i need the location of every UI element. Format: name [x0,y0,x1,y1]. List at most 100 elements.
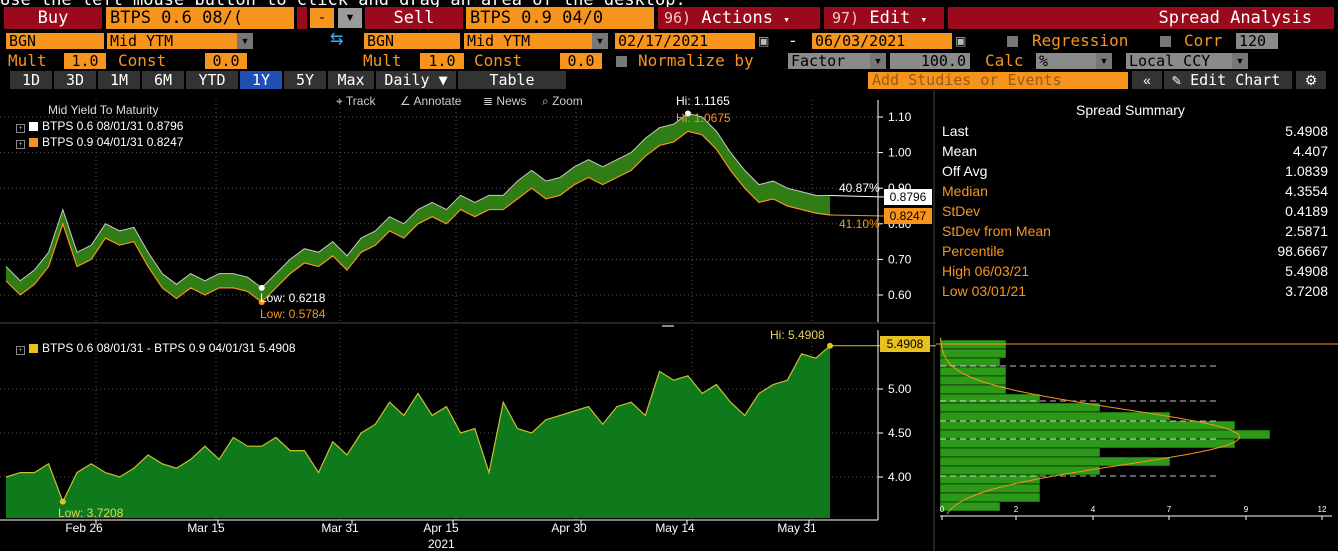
annotate-tool[interactable]: ∠ Annotate [400,94,461,108]
mult2-input[interactable]: 1.0 [420,53,464,69]
mult-input[interactable]: 1.0 [64,53,106,69]
news-tool[interactable]: ≣ News [483,94,526,108]
x-tick-label: Apr 30 [551,521,587,535]
mult-label: Mult [8,51,47,70]
annotate-label: Annotate [413,94,462,108]
summary-value: 2.5871 [1285,223,1328,239]
minus-button[interactable]: - [310,8,334,28]
expand-icon[interactable]: + [16,140,25,149]
expand-icon[interactable]: + [16,346,25,355]
low-orange-label: Low: 0.5784 [260,307,326,321]
chevron-down-icon[interactable]: ▼ [338,8,362,28]
normalize-select[interactable]: Factor [788,53,870,69]
tab-1d[interactable]: 1D [10,71,52,89]
buy-source-field[interactable]: BGN [6,33,104,49]
legend-item[interactable]: + BTPS 0.9 04/01/31 0.8247 [16,135,183,149]
hist-bar [939,456,1171,467]
const2-label: Const [474,51,523,70]
legend-label: BTPS 0.9 04/01/31 0.8247 [42,135,184,149]
sell-source-field[interactable]: BGN [364,33,460,49]
chevron-down-icon[interactable]: ▼ [592,33,608,49]
factor-input[interactable]: 100.0 [890,53,970,69]
hist-bar [939,420,1236,431]
chevron-down-icon[interactable]: ▼ [1096,53,1112,69]
end-date-input[interactable]: 06/03/2021 [812,33,952,49]
spread-line [5,345,831,504]
tab-daily[interactable]: Daily ▼ [376,71,456,89]
tab-table[interactable]: Table [458,71,566,89]
tab-ytd[interactable]: YTD [186,71,238,89]
summary-value: 5.4908 [1285,263,1328,279]
sell-field-select[interactable]: Mid YTM [464,33,592,49]
tab-6m[interactable]: 6M [142,71,184,89]
hist-bar [939,465,1101,476]
x-tick-label: Mar 15 [187,521,225,535]
legend-label: BTPS 0.6 08/01/31 0.8796 [42,119,184,133]
y-tick-label: 4.50 [888,426,912,440]
hi-white-label: Hi: 1.1165 [676,94,730,108]
hi-marker-buy [684,110,691,117]
studies-input[interactable]: Add Studies or Events [868,72,1128,89]
series-line-buy [5,112,831,289]
const2-input[interactable]: 0.0 [560,53,602,69]
edit-chart-button[interactable]: ✎ Edit Chart [1164,71,1292,89]
hist-bar [939,366,1007,377]
hist-bar [939,393,1041,404]
currency-select[interactable]: Local CCY [1126,53,1232,69]
collapse-icon[interactable]: « [1132,71,1162,89]
series-line-sell [5,130,831,303]
spread-legend-item[interactable]: + BTPS 0.6 08/01/31 - BTPS 0.9 04/01/31 5… [16,341,296,355]
gear-icon[interactable]: ⚙ [1296,71,1326,89]
hist-tick-label: 4 [1091,505,1096,514]
summary-row: Low 03/01/21 3.7208 [942,281,1328,301]
legend-swatch [29,344,38,353]
tab-3d[interactable]: 3D [54,71,96,89]
start-date-input[interactable]: 02/17/2021 [615,33,755,49]
calc-label: Calc [985,51,1024,70]
chevron-down-icon[interactable]: ▼ [870,53,886,69]
normalize-checkbox[interactable] [616,56,627,67]
edit-label: Edit [869,8,911,28]
news-label: News [496,94,527,108]
normalize-label: Normalize by [638,51,754,70]
sell-label: Sell [393,8,435,28]
low-marker-buy [258,284,265,291]
tab-5y[interactable]: 5Y [284,71,326,89]
edit-chart-label: Edit Chart [1190,71,1281,89]
hist-bar [939,384,1007,395]
calc-select[interactable]: % [1036,53,1096,69]
summary-row: Mean 4.407 [942,141,1328,161]
const-input[interactable]: 0.0 [205,53,247,69]
chevron-down-icon[interactable]: ▼ [237,33,253,49]
corr-checkbox[interactable] [1160,36,1171,47]
hist-tick-label: 12 [1318,505,1327,514]
legend-item[interactable]: + BTPS 0.6 08/01/31 0.8796 [16,119,183,133]
buy-field-select[interactable]: Mid YTM [107,33,237,49]
pen-icon: ∠ [400,94,411,108]
tab-max[interactable]: Max [328,71,374,89]
caret-icon: ▾ [920,13,928,26]
summary-row: StDev 0.4189 [942,201,1328,221]
edit-menu[interactable]: 97) Edit ▾ [824,7,944,29]
corr-window-input[interactable]: 120 [1236,33,1278,49]
buy-security-input[interactable]: BTPS 0.6 08/( [106,7,294,29]
sell-security-input[interactable]: BTPS 0.9 04/0 [466,7,654,29]
last-leader-sell [829,214,885,217]
spread-hi-label: Hi: 5.4908 [770,328,825,342]
hist-bar [939,447,1101,458]
actions-menu[interactable]: 96) Actions ▾ [658,7,820,29]
track-tool[interactable]: ⌖ Track [336,94,375,109]
tab-1y[interactable]: 1Y [240,71,282,89]
expand-icon[interactable]: + [16,124,25,133]
chevron-down-icon[interactable]: ▼ [1232,53,1248,69]
calendar-icon[interactable]: ▣ [758,34,770,48]
buy-button[interactable]: Buy [4,7,102,29]
zoom-tool[interactable]: ⌕ Zoom [542,94,583,109]
swap-icon[interactable]: ⇆ [330,31,344,48]
tab-1m[interactable]: 1M [98,71,140,89]
sell-button[interactable]: Sell [365,7,463,29]
regression-checkbox[interactable] [1007,36,1018,47]
summary-key: Mean [942,143,978,159]
date-dash: - [788,31,798,50]
calendar-icon[interactable]: ▣ [955,34,967,48]
